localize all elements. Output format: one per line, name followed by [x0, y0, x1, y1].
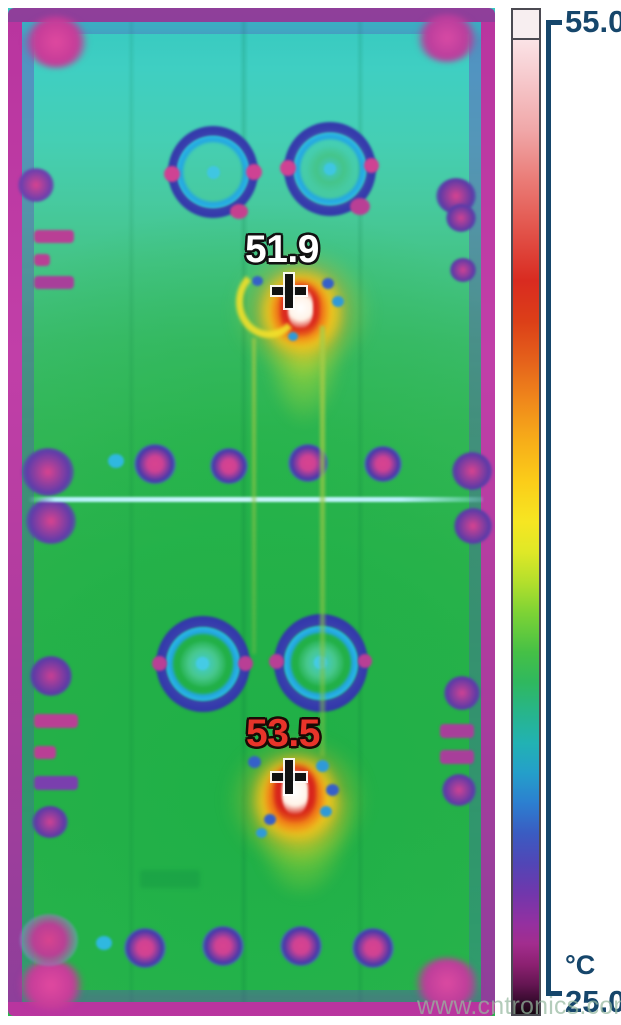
measurement-crosshair-lower: [272, 760, 306, 794]
right-edge-pad-2: [446, 204, 476, 232]
scale-unit-label: °C: [565, 950, 596, 980]
scale-max-label: 55.0: [565, 4, 621, 39]
right-edge-pad-6: [444, 676, 480, 710]
left-edge-pad-2: [22, 448, 74, 496]
via-mid-marker: [108, 454, 124, 468]
bracket-top-tick: [546, 20, 562, 25]
capacitor-top-right: [280, 122, 379, 216]
left-smd-pad-4: [34, 714, 78, 728]
bracket-vertical: [546, 20, 551, 996]
via-bottom-3: [280, 926, 322, 966]
capacitor-bottom-left: [152, 616, 253, 712]
via-bottom-4: [352, 928, 394, 968]
corner-pad-top-right: [416, 14, 478, 62]
temperature-label-lower: 53.5: [246, 712, 320, 755]
color-scale-bracket: [546, 20, 562, 996]
via-bottom-1: [124, 928, 166, 968]
via-bottom-2: [202, 926, 244, 966]
right-edge-pad-4: [452, 452, 492, 490]
right-smd-pad-3: [442, 774, 476, 806]
left-smd-pad-1: [34, 230, 74, 243]
corner-pad-bottom-left: [18, 960, 84, 1010]
right-edge-pad-3: [450, 258, 476, 282]
left-smd-pad-5: [34, 746, 56, 759]
left-smd-pad-6: [34, 776, 78, 790]
color-scale-bar: [511, 8, 541, 1016]
via-mid-1: [134, 444, 176, 484]
trace-right-vertical: [320, 326, 325, 756]
site-watermark: www.cntronics.com: [417, 992, 621, 1020]
via-bottom-marker: [96, 936, 112, 950]
measurement-crosshair-upper: [272, 274, 306, 308]
via-mid-4: [364, 446, 402, 482]
via-mid-2: [210, 448, 248, 484]
trace-left-vertical: [252, 338, 256, 654]
corner-pad-top-left: [24, 16, 88, 68]
bracket-bottom-tick: [546, 991, 562, 996]
thermal-image: 51.9 53.5: [8, 8, 495, 1016]
hotspot-upper: [226, 248, 386, 426]
color-scale-over-range-box: [513, 10, 539, 40]
scale-min-label: 25.0: [565, 984, 621, 1019]
color-scale-gradient: [513, 10, 539, 1014]
capacitor-top-left: [164, 126, 262, 219]
left-edge-pad-1: [18, 168, 54, 202]
left-smd-pad-2: [34, 254, 50, 266]
left-edge-pad-4: [30, 656, 72, 696]
left-smd-pad-7: [32, 806, 68, 838]
left-edge-pad-3: [26, 498, 76, 544]
via-bottom-left-blob: [20, 914, 78, 966]
silkscreen-marking: [140, 870, 200, 888]
left-smd-pad-3: [34, 276, 74, 289]
temperature-color-scale: [505, 8, 549, 1016]
right-smd-pad-2: [440, 750, 474, 764]
corner-pad-bottom-right: [414, 958, 480, 1008]
temperature-label-upper: 51.9: [245, 228, 319, 271]
right-edge-pad-5: [454, 508, 492, 544]
right-smd-pad-1: [440, 724, 474, 738]
